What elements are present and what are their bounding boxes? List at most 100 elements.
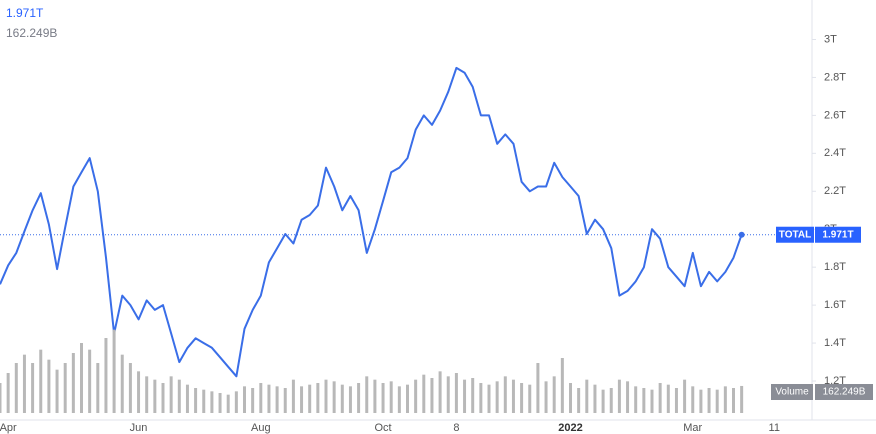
volume-bar: [153, 379, 157, 413]
volume-bar: [658, 383, 662, 413]
y-tick-label: 2.6T: [824, 109, 846, 121]
volume-bar: [6, 373, 10, 413]
volume-bar: [80, 343, 83, 413]
volume-bar: [715, 389, 719, 413]
y-tick-label: 2.2T: [824, 185, 846, 197]
volume-bar: [430, 378, 434, 413]
volume-bar: [31, 363, 35, 413]
volume-bar: [585, 379, 589, 413]
header-volume: 162.249B: [6, 26, 57, 40]
volume-name: Volume: [775, 387, 809, 398]
volume-bar: [161, 383, 165, 413]
volume-bar: [609, 388, 613, 413]
x-tick-label: 11: [769, 422, 780, 434]
volume-bar: [406, 384, 409, 413]
volume-bar: [291, 379, 295, 413]
volume-bar: [348, 386, 352, 413]
volume-badge: [771, 384, 813, 400]
volume-bar: [104, 338, 108, 413]
volume-bar: [495, 381, 499, 413]
y-tick-label: 1.4T: [824, 337, 846, 349]
y-tick-label: 1.6T: [824, 299, 846, 311]
volume-bar: [536, 363, 540, 413]
value-badge: [815, 226, 861, 243]
volume-bar: [218, 393, 222, 413]
volume-bar: [414, 379, 418, 413]
x-tick-label: 2022: [558, 422, 582, 434]
volume-bar: [454, 373, 458, 413]
last-point: [738, 231, 745, 238]
volume-bar: [650, 389, 654, 413]
y-tick-label: 1.8T: [824, 261, 846, 273]
volume-bar: [300, 386, 304, 413]
volume-bar: [373, 379, 377, 413]
volume-bar: [202, 389, 206, 413]
volume-bar: [389, 381, 393, 413]
volume-bar: [185, 384, 189, 413]
volume-bar: [88, 349, 92, 413]
volume-bar: [251, 388, 255, 413]
volume-bar: [324, 379, 328, 413]
volume-bar: [397, 386, 401, 413]
volume-bar: [471, 378, 475, 413]
volume-bar: [674, 388, 678, 413]
volume-bar: [511, 379, 515, 413]
volume-bar: [544, 381, 548, 413]
volume-bar: [691, 386, 695, 413]
y-tick-label: 2.8T: [824, 71, 846, 83]
volume-bar: [14, 363, 18, 413]
volume-bar: [569, 383, 572, 413]
volume-bar: [332, 381, 336, 413]
volume-bar: [560, 358, 564, 413]
volume-bar: [438, 371, 442, 413]
volume-bar: [308, 384, 312, 413]
y-tick-label: 2.4T: [824, 147, 846, 159]
volume-bar: [365, 376, 369, 413]
volume-bar: [112, 329, 116, 413]
series-badge: [776, 226, 814, 243]
x-tick-label: Jun: [130, 422, 148, 434]
volume-bar: [577, 388, 581, 413]
volume-bar: [381, 383, 385, 413]
volume-bar: [422, 374, 426, 413]
volume-bar: [137, 371, 141, 413]
volume-bar: [194, 388, 198, 413]
volume-bar: [732, 388, 735, 413]
volume-bar: [283, 388, 287, 413]
volume-bar: [666, 384, 670, 413]
volume-bar: [169, 376, 173, 413]
volume-bar: [226, 394, 230, 413]
x-tick-label: Oct: [374, 422, 391, 434]
volume-bar: [479, 383, 483, 413]
volume-bar: [316, 383, 320, 413]
y-tick-label: 3T: [824, 33, 837, 45]
volume-bar: [723, 386, 727, 413]
value-badge-label: 1.971T: [822, 229, 853, 240]
x-tick-label: Mar: [683, 422, 702, 434]
volume-bar: [0, 383, 2, 413]
volume-bar: [503, 376, 507, 413]
volume-bar: [740, 385, 744, 413]
volume-bar: [128, 363, 132, 413]
volume-bar: [39, 349, 43, 413]
volume-bar: [552, 376, 556, 413]
volume-bar: [177, 379, 181, 413]
volume-bar: [707, 388, 711, 413]
volume-bar: [96, 363, 100, 413]
volume-bar: [55, 369, 59, 413]
x-tick-label: 8: [453, 422, 459, 434]
y-tick-label: 1.2T: [824, 375, 846, 387]
volume-bar: [243, 386, 246, 413]
volume-bar: [683, 379, 687, 413]
price-line: [0, 66, 743, 378]
volume-bar: [617, 379, 621, 413]
volume-value-badge: [815, 384, 873, 400]
volume-bar: [446, 376, 450, 413]
volume-bar: [528, 384, 532, 413]
volume-bar: [47, 359, 51, 413]
volume-bar: [259, 383, 263, 413]
volume-bar: [145, 376, 149, 413]
volume-bar: [234, 391, 238, 413]
volume-bar: [463, 379, 467, 413]
